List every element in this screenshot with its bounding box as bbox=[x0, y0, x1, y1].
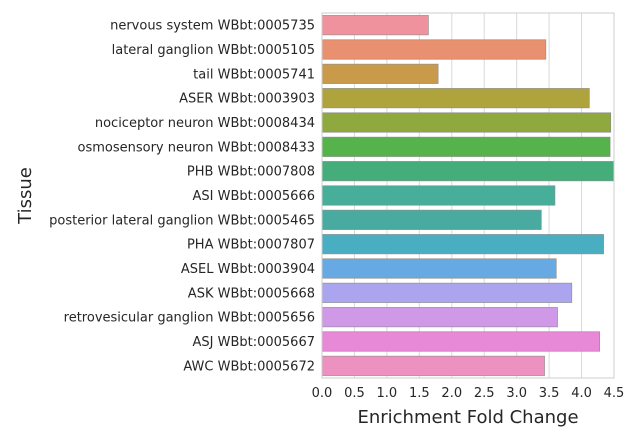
bar bbox=[321, 331, 601, 352]
category-label: PHB WBbt:0007808 bbox=[187, 165, 315, 180]
category-label: tail WBbt:0005741 bbox=[193, 67, 315, 82]
x-tick-labels: 0.0 0.5 1.0 1.5 2.0 2.5 3.0 3.5 4.0 4.5 bbox=[312, 386, 625, 401]
bar bbox=[321, 234, 604, 255]
bar bbox=[321, 88, 590, 109]
category-label: retrovesicular ganglion WBbt:0005656 bbox=[64, 311, 315, 326]
category-label: osmosensory neuron WBbt:0008433 bbox=[77, 140, 315, 155]
bars bbox=[321, 15, 614, 376]
category-label: AWC WBbt:0005672 bbox=[183, 359, 315, 374]
bar bbox=[321, 15, 429, 36]
category-label: posterior lateral ganglion WBbt:0005465 bbox=[49, 213, 315, 228]
x-tick-label: 1.5 bbox=[409, 386, 430, 401]
category-label: ASER WBbt:0003903 bbox=[179, 92, 315, 107]
y-category-labels: nervous system WBbt:0005735 lateral gangl… bbox=[49, 19, 315, 375]
category-label: ASEL WBbt:0003904 bbox=[181, 262, 315, 277]
x-tick-label: 4.0 bbox=[571, 386, 592, 401]
bar bbox=[321, 355, 545, 376]
bar bbox=[321, 209, 542, 230]
category-label: lateral ganglion WBbt:0005105 bbox=[112, 43, 315, 58]
y-axis-label: Tissue bbox=[15, 167, 36, 225]
category-label: nociceptor neuron WBbt:0008434 bbox=[95, 116, 315, 131]
x-tick-label: 4.5 bbox=[604, 386, 625, 401]
bar bbox=[321, 161, 614, 182]
bar bbox=[321, 39, 547, 60]
x-tick-label: 3.0 bbox=[506, 386, 527, 401]
bar bbox=[321, 282, 573, 303]
x-tick-label: 3.5 bbox=[539, 386, 560, 401]
bar bbox=[321, 185, 556, 206]
x-tick-label: 2.0 bbox=[441, 386, 462, 401]
category-label: ASI WBbt:0005666 bbox=[192, 189, 315, 204]
bar bbox=[321, 112, 612, 133]
bar bbox=[321, 136, 611, 157]
plot-frame bbox=[321, 12, 615, 379]
x-axis-label: Enrichment Fold Change bbox=[357, 407, 578, 428]
category-label: nervous system WBbt:0005735 bbox=[110, 19, 315, 34]
x-tick-label: 0.5 bbox=[344, 386, 365, 401]
x-tick-label: 1.0 bbox=[377, 386, 398, 401]
bar bbox=[321, 258, 557, 279]
category-label: PHA WBbt:0007807 bbox=[187, 238, 315, 253]
bar bbox=[321, 307, 558, 328]
bar bbox=[321, 63, 439, 84]
category-label: ASK WBbt:0005668 bbox=[188, 286, 315, 301]
x-tick-label: 0.0 bbox=[312, 386, 333, 401]
x-tick-label: 2.5 bbox=[474, 386, 495, 401]
category-label: ASJ WBbt:0005667 bbox=[192, 335, 315, 350]
